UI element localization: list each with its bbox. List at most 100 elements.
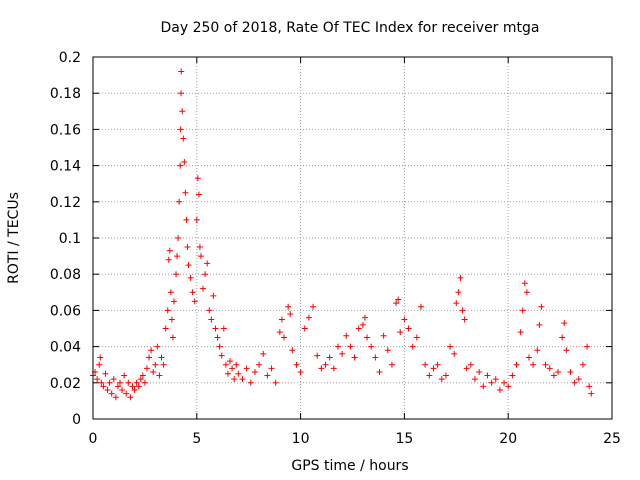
data-point [183,216,190,223]
data-point [116,379,123,386]
data-point [343,332,350,339]
data-point [542,361,549,368]
data-point [191,298,198,305]
data-point [293,361,300,368]
data-point [233,361,240,368]
data-point [567,368,574,375]
data-point [176,198,183,205]
x-tick-label: 5 [192,431,201,447]
data-point [168,316,175,323]
data-point [455,289,462,296]
data-point [521,280,528,287]
data-point [137,376,144,383]
data-point [334,343,341,350]
data-point [179,108,186,115]
data-point [94,376,101,383]
data-point [148,347,155,354]
data-point [110,376,117,383]
data-point [476,368,483,375]
data-point [422,361,429,368]
data-point [146,354,153,361]
data-point [127,394,134,401]
data-point [175,235,182,241]
data-point [461,316,468,323]
data-point [523,289,530,296]
data-point [438,376,445,383]
data-point [467,361,474,368]
plot-frame [92,56,613,420]
data-point [170,298,177,305]
data-point [563,347,570,354]
data-point [264,372,271,379]
data-point [123,390,130,397]
data-point [393,300,400,307]
data-point [488,379,495,386]
data-point [297,368,304,375]
data-point [167,289,174,296]
x-tick-label: 15 [395,431,413,447]
data-point [347,343,354,350]
data-point [135,383,142,390]
data-point [538,303,545,310]
data-point [260,350,267,357]
data-point [278,316,285,323]
data-point [121,372,128,379]
y-tick-label: 0.12 [50,195,81,211]
data-point [285,303,292,310]
data-point [231,376,238,383]
data-point [204,260,211,267]
data-point [289,347,296,354]
data-point [165,256,172,263]
data-point [229,365,236,372]
data-point [480,383,487,390]
data-point [97,354,104,361]
data-point [112,394,119,401]
data-point [492,376,499,383]
data-point [106,379,113,386]
data-point [457,274,464,281]
data-point [459,307,466,314]
data-point [484,372,491,379]
data-point [326,354,333,361]
data-point [220,325,227,332]
data-point [169,334,176,341]
data-point [513,361,520,368]
data-point [184,244,191,251]
data-point [193,216,200,223]
data-point [364,334,371,341]
y-tick-label: 0.2 [59,50,81,66]
data-point [314,352,321,359]
data-point [301,325,308,332]
data-point [197,253,204,260]
data-point [224,370,231,377]
data-point [272,379,279,386]
data-point [212,325,219,332]
data-point [178,90,185,97]
data-point [505,383,512,390]
data-point [143,365,150,372]
y-tick-label: 0.06 [50,303,81,319]
data-point [434,361,441,368]
data-point [351,354,358,361]
data-point [187,274,194,281]
data-point [210,292,217,299]
data-point [496,387,503,394]
data-point [100,383,107,390]
data-point [108,390,115,397]
y-tick-label: 0.08 [50,267,81,283]
y-tick-label: 0.16 [50,122,81,138]
data-point [405,325,412,332]
data-series-roti [90,68,595,401]
data-point [530,361,537,368]
data-point [200,285,207,292]
y-tick-label: 0.04 [50,340,81,356]
data-point [395,296,402,303]
data-point [571,379,578,386]
data-point [178,68,185,75]
x-tick-label: 10 [292,431,310,447]
data-point [463,365,470,372]
data-point [310,303,317,310]
data-point [561,320,568,327]
data-point [453,300,460,307]
